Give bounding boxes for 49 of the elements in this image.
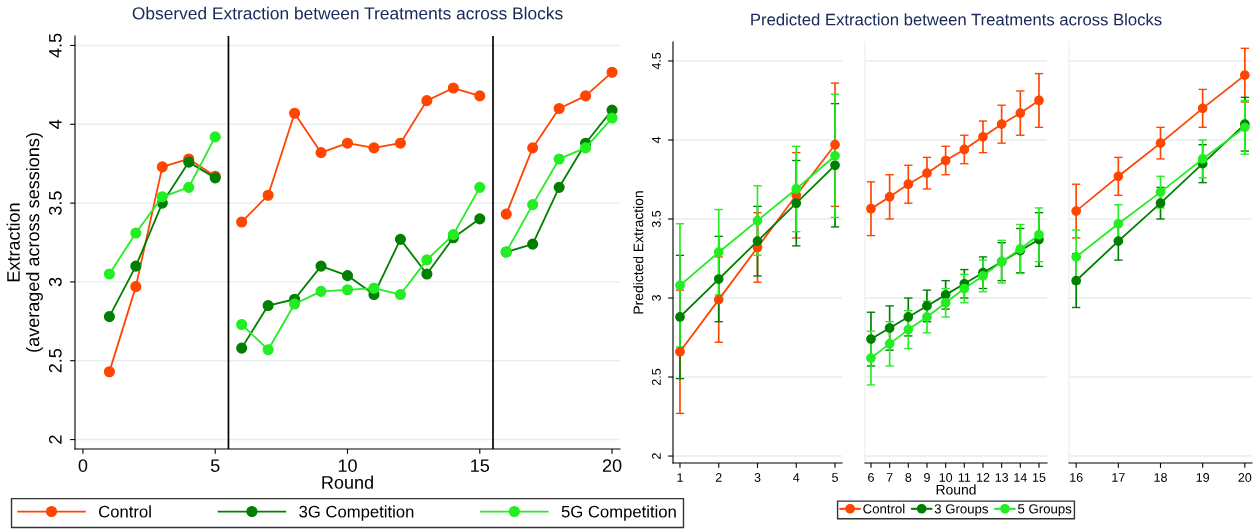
chart-title: Observed Extraction between Treatments across Blocks	[132, 6, 563, 20]
x-tick-label: 12	[976, 473, 990, 482]
x-tick-label: 2	[715, 473, 722, 482]
x-tick-label: 14	[1014, 473, 1027, 482]
legend-label: 3 Groups	[934, 504, 989, 517]
x-tick-label: 16	[1070, 473, 1083, 482]
chart-title: Predicted Extraction between Treatments across Blocks	[751, 13, 1162, 26]
x-tick-label: 4	[793, 473, 800, 482]
x-tick-label: 10	[338, 459, 357, 472]
y-tick-label: 4.5	[652, 52, 661, 70]
legend-label: 5 Groups	[1018, 504, 1072, 517]
x-tick-label: 18	[1154, 473, 1167, 482]
y-tick-label: 2.5	[48, 348, 62, 373]
legend-label: Control	[863, 503, 905, 514]
y-tick-label: 3	[48, 277, 62, 287]
y-tick-label: 4.5	[49, 33, 62, 58]
x-tick-label: 20	[602, 459, 622, 472]
x-tick-label: 5	[210, 459, 220, 472]
x-tick-label: 8	[905, 473, 912, 482]
x-tick-label: 7	[886, 473, 893, 482]
x-tick-label: 5	[832, 473, 838, 482]
y-tick-label: 4	[652, 136, 661, 144]
legend-label: Control	[99, 505, 151, 518]
x-tick-label: 1	[677, 473, 683, 482]
x-tick-label: 9	[924, 473, 930, 482]
y-tick-label: 3.5	[651, 210, 661, 228]
y-tick-label: 3.5	[48, 191, 62, 215]
legend-label: 5G Competition	[561, 505, 676, 521]
x-axis-title: Round	[322, 475, 373, 489]
y-tick-label: 2	[48, 435, 62, 444]
y-tick-label: 4	[49, 119, 62, 129]
y-axis-title: Extraction (averaged across sessions)	[6, 133, 43, 352]
x-tick-label: 19	[1196, 473, 1210, 482]
y-tick-label: 2	[651, 453, 661, 459]
y-tick-label: 2.5	[651, 368, 661, 386]
x-tick-label: 6	[868, 473, 874, 482]
y-tick-label: 3	[651, 295, 661, 302]
x-tick-label: 15	[471, 459, 490, 472]
x-tick-label: 10	[939, 473, 953, 482]
x-tick-label: 15	[1032, 473, 1046, 482]
x-tick-label: 0	[78, 459, 88, 472]
x-axis-title: Round	[936, 484, 976, 495]
legend-label: 3G Competition	[299, 505, 414, 521]
x-tick-label: 11	[958, 473, 971, 482]
x-tick-label: 13	[995, 473, 1009, 482]
x-tick-label: 17	[1112, 473, 1125, 482]
x-tick-label: 3	[754, 473, 761, 482]
x-tick-label: 20	[1238, 473, 1252, 482]
y-axis-title: Predicted Extraction	[633, 191, 644, 314]
